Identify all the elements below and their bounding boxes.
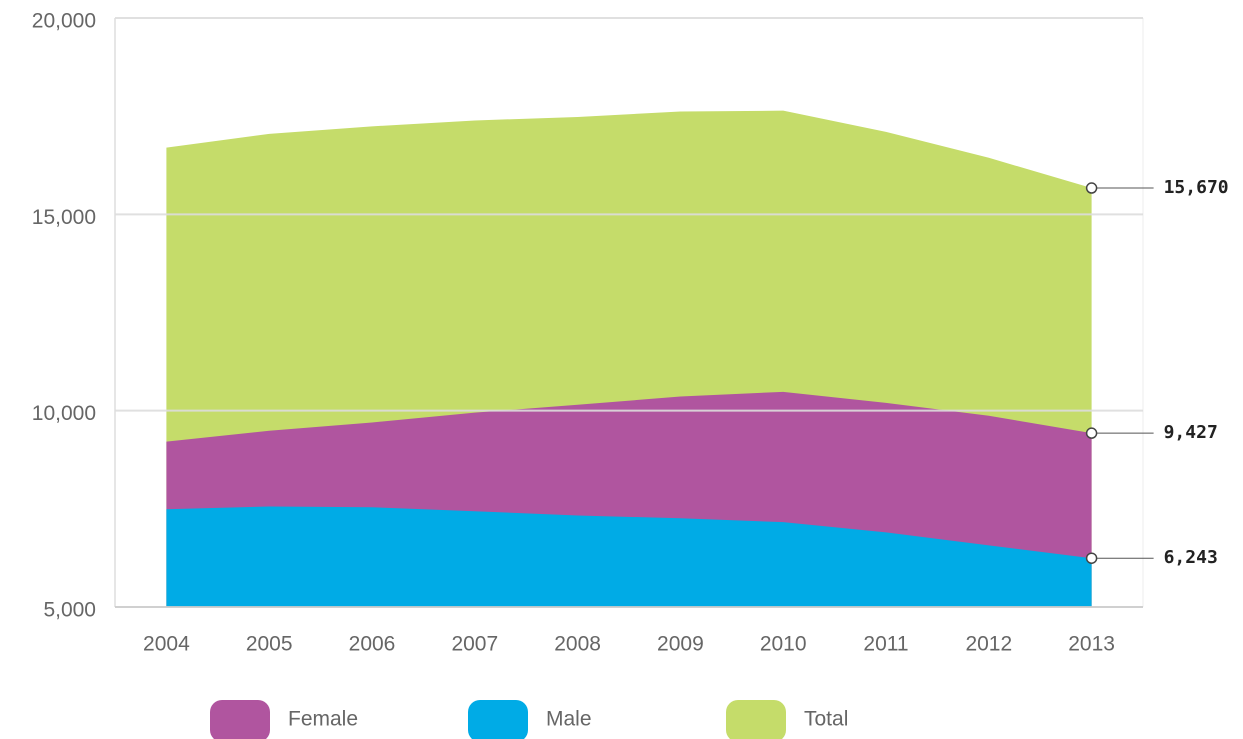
- x-tick-label: 2010: [760, 633, 807, 656]
- x-tick-label: 2013: [1068, 633, 1115, 656]
- x-tick-label: 2004: [143, 633, 190, 656]
- x-tick-label: 2006: [349, 633, 396, 656]
- legend-swatch: [468, 700, 528, 739]
- value-label: 6,243: [1164, 547, 1218, 568]
- legend-label: Male: [546, 708, 592, 731]
- point-marker: [1085, 182, 1098, 194]
- x-tick-label: 2005: [246, 633, 293, 656]
- value-label: 9,427: [1164, 422, 1218, 443]
- point-marker: [1085, 427, 1098, 439]
- y-tick-label: 5,000: [43, 599, 96, 622]
- x-tick-label: 2008: [554, 633, 601, 656]
- y-tick-label: 20,000: [32, 10, 96, 33]
- legend-swatch: [210, 700, 270, 739]
- legend-label: Female: [288, 708, 358, 731]
- area: [166, 506, 1092, 607]
- y-tick-label: 10,000: [32, 402, 96, 425]
- legend-label: Total: [804, 708, 848, 731]
- x-tick-label: 2007: [451, 633, 498, 656]
- legend-swatch: [726, 700, 786, 739]
- x-tick-label: 2011: [863, 633, 908, 656]
- x-tick-label: 2009: [657, 633, 704, 656]
- y-tick-label: 15,000: [32, 206, 96, 229]
- point-marker: [1085, 552, 1098, 564]
- value-label: 15,670: [1164, 177, 1229, 198]
- x-tick-label: 2012: [965, 633, 1012, 656]
